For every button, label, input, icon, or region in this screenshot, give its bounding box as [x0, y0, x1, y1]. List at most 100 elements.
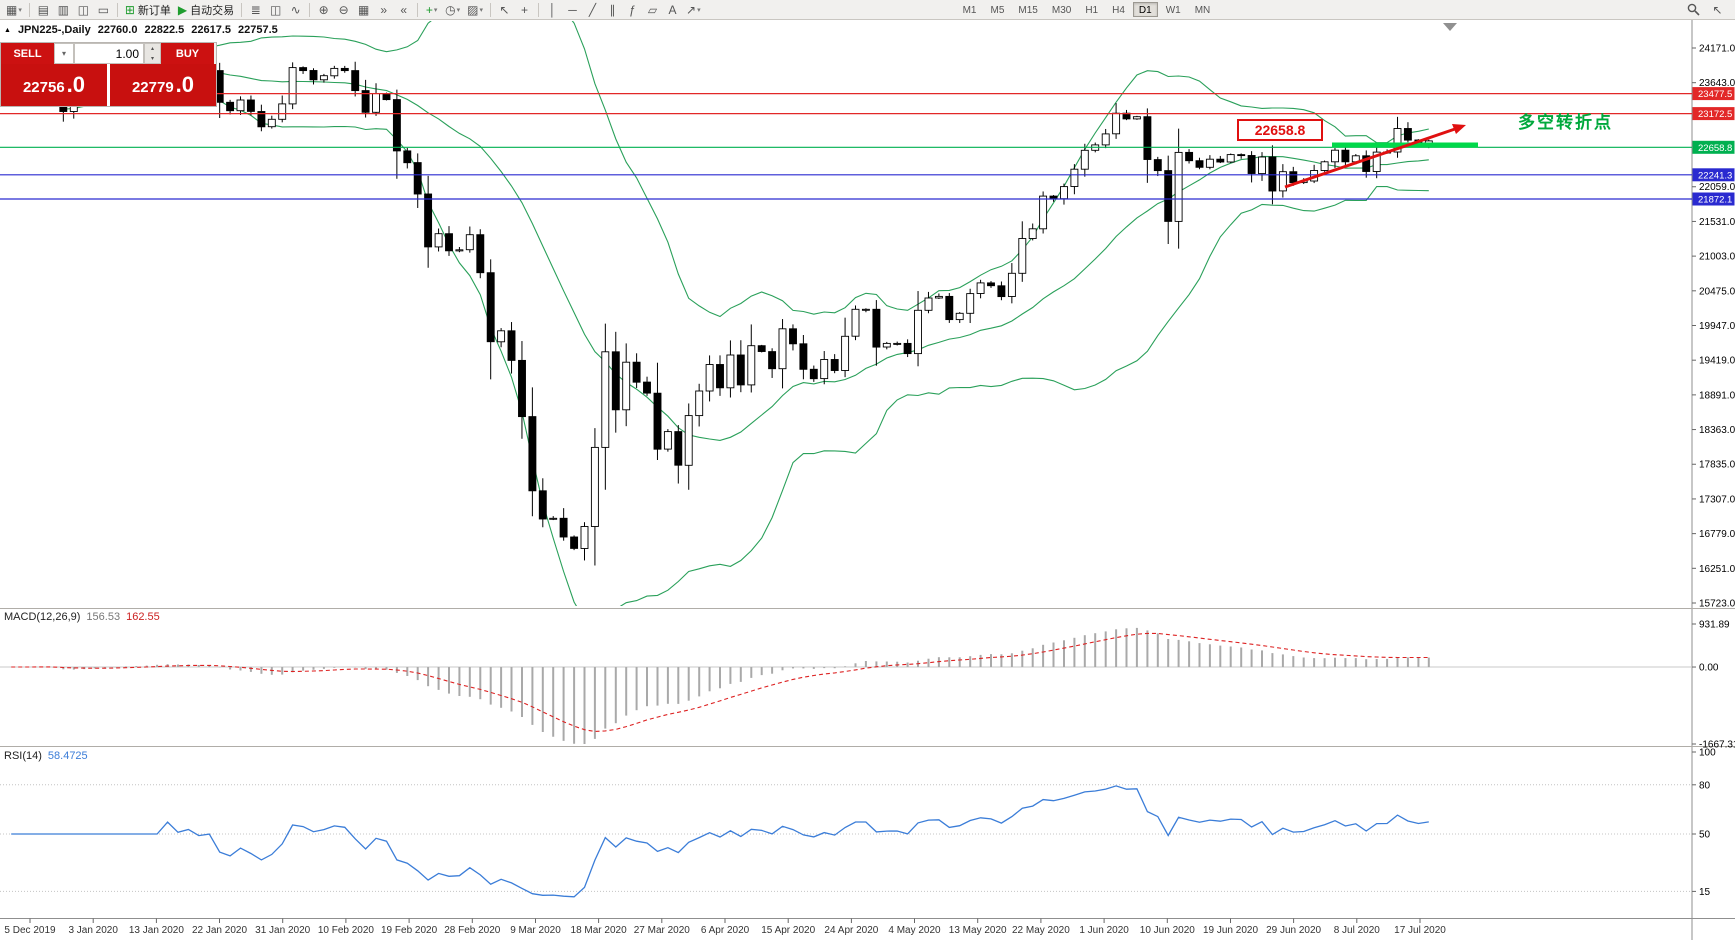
svg-text:16779.0: 16779.0 — [1699, 529, 1735, 540]
ohlc-low: 22617.5 — [191, 24, 231, 36]
timeframe-m5-button[interactable]: M5 — [990, 5, 1005, 16]
new-order-button[interactable]: ⊞ 新订单 — [122, 1, 174, 18]
candlestick-button[interactable]: ◫ — [266, 1, 285, 18]
tile-windows-button[interactable]: ▦ — [354, 1, 373, 18]
horizontal-line-button[interactable]: ─ — [563, 1, 582, 18]
buy-button[interactable]: BUY — [161, 43, 214, 64]
svg-text:10 Jun 2020: 10 Jun 2020 — [1140, 925, 1195, 936]
volume-input[interactable] — [74, 43, 144, 64]
cursor-icon: ↖ — [499, 2, 510, 17]
timeframe-d1-button[interactable]: D1 — [1132, 2, 1158, 17]
add-indicator-icon: + — [425, 2, 433, 17]
shapes-button[interactable]: ▱ — [643, 1, 662, 18]
timeframe-h1-button[interactable]: H1 — [1085, 5, 1099, 16]
search-button[interactable] — [1684, 1, 1703, 18]
svg-text:22 Jan 2020: 22 Jan 2020 — [192, 925, 247, 936]
data-window-button[interactable]: ▥ — [54, 1, 73, 18]
svg-text:4 May 2020: 4 May 2020 — [888, 925, 941, 936]
toolbar-separator — [116, 2, 118, 17]
periods-button[interactable]: ◷ ▾ — [442, 1, 463, 18]
vertical-line-button[interactable]: │ — [543, 1, 562, 18]
svg-text:80: 80 — [1699, 780, 1711, 791]
templates-button[interactable]: ▨ ▾ — [464, 1, 486, 18]
zoom-out-button[interactable]: ⊖ — [334, 1, 353, 18]
chevron-down-icon: ▾ — [456, 6, 461, 14]
svg-text:19419.0: 19419.0 — [1699, 356, 1735, 367]
svg-text:1 Jun 2020: 1 Jun 2020 — [1079, 925, 1129, 936]
arrow-tool-button[interactable]: ↗ ▾ — [683, 1, 704, 18]
timeframe-m15-button[interactable]: M15 — [1018, 5, 1038, 16]
volume-spinner[interactable]: ▴ ▾ — [144, 43, 161, 64]
svg-text:8 Jul 2020: 8 Jul 2020 — [1334, 925, 1381, 936]
toolbar: ▦ ▾ ▤ ▥ ◫ ▭ ⊞ 新订单 ▶ 自动交易 ≣ ◫ ∿ ⊕ ⊖ ▦ » « + ▾… — [0, 0, 1735, 20]
chart-shift-marker — [1443, 23, 1457, 31]
timeframe-w1-button[interactable]: W1 — [1165, 5, 1181, 16]
autotrading-button[interactable]: ▶ 自动交易 — [175, 1, 237, 18]
one-click-trading-panel: SELL ▾ ▴ ▾ BUY 22756 .0 22779 .0 — [0, 42, 217, 107]
new-chart-button[interactable]: ▦ ▾ — [3, 1, 25, 18]
sell-button[interactable]: SELL — [1, 43, 54, 64]
svg-text:27 Mar 2020: 27 Mar 2020 — [634, 925, 691, 936]
fibonacci-button[interactable]: ƒ — [623, 1, 642, 18]
crosshair-button[interactable]: + — [515, 1, 534, 18]
sell-price-main: 22756 — [22, 79, 65, 96]
toolbar-separator — [309, 2, 311, 17]
navigator-button[interactable]: ◫ — [74, 1, 93, 18]
svg-text:17835.0: 17835.0 — [1699, 460, 1735, 471]
channel-button[interactable]: ∥ — [603, 1, 622, 18]
svg-text:15723.0: 15723.0 — [1699, 598, 1735, 609]
zoom-in-button[interactable]: ⊕ — [314, 1, 333, 18]
timeframe-mn-button[interactable]: MN — [1194, 5, 1211, 16]
svg-text:6 Apr 2020: 6 Apr 2020 — [701, 925, 750, 936]
svg-text:0.00: 0.00 — [1699, 663, 1719, 674]
svg-text:29 Jun 2020: 29 Jun 2020 — [1266, 925, 1321, 936]
svg-text:9 Mar 2020: 9 Mar 2020 — [510, 925, 561, 936]
svg-text:19 Jun 2020: 19 Jun 2020 — [1203, 925, 1258, 936]
timeframe-m30-button[interactable]: M30 — [1051, 5, 1072, 16]
auto-scroll-button[interactable]: » — [374, 1, 393, 18]
spinner-down-icon[interactable]: ▾ — [150, 55, 154, 62]
pointer-button[interactable]: ↖ — [1708, 1, 1727, 18]
bar-chart-button[interactable]: ≣ — [246, 1, 265, 18]
price-annotation-box[interactable]: 22658.8 — [1237, 119, 1323, 141]
buy-price-button[interactable]: 22779 .0 — [110, 64, 216, 106]
macd-panel — [0, 627, 1692, 744]
market-watch-button[interactable]: ▤ — [34, 1, 53, 18]
trendline-button[interactable]: ╱ — [583, 1, 602, 18]
indicators-button[interactable]: + ▾ — [422, 1, 441, 18]
data-window-icon: ▥ — [57, 2, 70, 17]
svg-text:5 Dec 2019: 5 Dec 2019 — [4, 925, 56, 936]
svg-text:100: 100 — [1699, 748, 1716, 759]
toolbar-separator — [417, 2, 419, 17]
macd-indicator-label: MACD(12,26,9) 156.53 162.55 — [4, 611, 160, 623]
text-tool-button[interactable]: A — [663, 1, 682, 18]
timeframe-m1-button[interactable]: M1 — [962, 5, 977, 16]
turning-point-label[interactable]: 多空转折点 — [1518, 113, 1613, 132]
sell-price-button[interactable]: 22756 .0 — [1, 64, 107, 106]
svg-text:-1667.31: -1667.31 — [1699, 739, 1735, 750]
spinner-up-icon[interactable]: ▴ — [150, 46, 154, 53]
chart-shift-button[interactable]: « — [394, 1, 413, 18]
volume-dropdown[interactable]: ▾ — [54, 43, 74, 64]
ohlc-open: 22760.0 — [97, 24, 138, 36]
svg-text:24 Apr 2020: 24 Apr 2020 — [824, 925, 878, 936]
line-chart-button[interactable]: ∿ — [286, 1, 305, 18]
chevron-down-icon: ▾ — [18, 6, 22, 14]
line-chart-icon: ∿ — [290, 2, 301, 17]
svg-text:22059.0: 22059.0 — [1699, 182, 1735, 193]
svg-text:3 Jan 2020: 3 Jan 2020 — [68, 925, 118, 936]
new-order-icon: ⊞ — [124, 2, 135, 17]
buy-price-frac: .0 — [175, 72, 195, 97]
chevron-down-icon: ▾ — [433, 6, 438, 14]
cursor-button[interactable]: ↖ — [495, 1, 514, 18]
svg-text:20475.0: 20475.0 — [1699, 286, 1735, 297]
chevron-down-icon: ▾ — [479, 6, 484, 14]
svg-text:18 Mar 2020: 18 Mar 2020 — [571, 925, 628, 936]
timeframe-h4-button[interactable]: H4 — [1112, 5, 1125, 16]
rsi-indicator-label: RSI(14) 58.4725 — [4, 750, 88, 762]
chart-ohlc-header: ▲ JPN225-,Daily 22760.0 22822.5 22617.5 … — [4, 24, 278, 36]
terminal-button[interactable]: ▭ — [94, 1, 113, 18]
macd-main-value: 156.53 — [86, 611, 121, 623]
template-icon: ▨ — [467, 2, 479, 17]
